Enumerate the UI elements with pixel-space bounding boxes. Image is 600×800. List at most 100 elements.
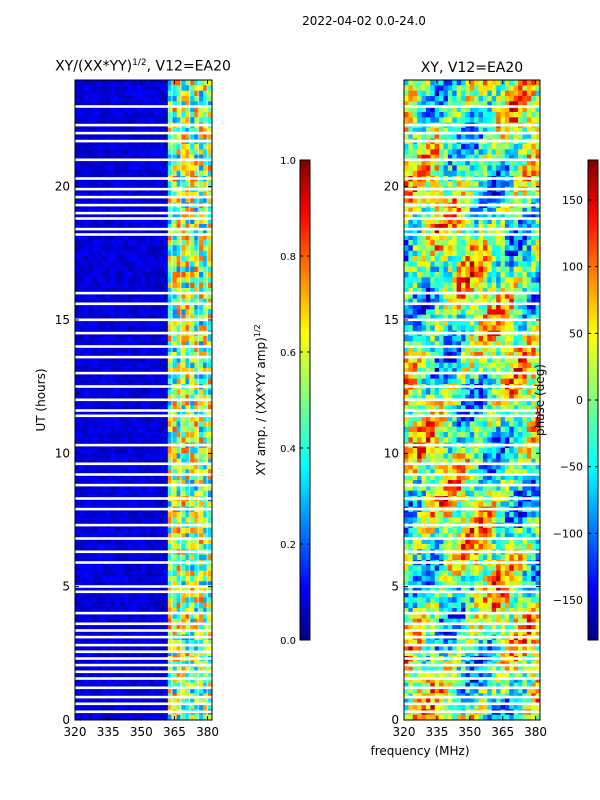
heatmap-cell (207, 485, 212, 492)
heatmap-cell (97, 197, 103, 204)
heatmap-cell (207, 229, 212, 236)
heatmap-cell (500, 261, 506, 268)
heatmap-cell (158, 405, 164, 412)
heatmap-cell (150, 170, 156, 177)
heatmap-cell (88, 80, 94, 86)
heatmap-cell (172, 106, 178, 113)
heatmap-cell (434, 277, 440, 284)
heatmap-cell (128, 373, 134, 380)
heatmap-cell (189, 565, 195, 572)
heatmap-cell (439, 160, 445, 166)
heatmap-cell (145, 245, 151, 252)
heatmap-cell (136, 309, 142, 316)
heatmap-cell (456, 128, 462, 134)
heatmap-cell (114, 650, 120, 657)
heatmap-cell (194, 469, 200, 476)
heatmap-cell (172, 704, 178, 710)
heatmap-cell (518, 144, 524, 150)
heatmap-cell (128, 154, 134, 161)
heatmap-cell (491, 218, 497, 225)
heatmap-cell (145, 421, 151, 428)
heatmap-cell (97, 666, 103, 673)
heatmap-cell (88, 544, 94, 550)
heatmap-cell (79, 650, 85, 657)
heatmap-cell (469, 149, 475, 156)
heatmap-cell (136, 96, 142, 102)
heatmap-cell (150, 234, 156, 241)
heatmap-cell (194, 304, 200, 310)
heatmap-cell (425, 234, 431, 241)
heatmap-cell (92, 309, 98, 316)
heatmap-cell (207, 309, 212, 316)
heatmap-cell (132, 213, 138, 220)
heatmap-cell (478, 165, 484, 172)
heatmap-cell (167, 640, 173, 646)
heatmap-cell (88, 160, 94, 166)
heatmap-cell (491, 101, 497, 108)
heatmap-cell (430, 218, 436, 225)
heatmap-cell (181, 197, 187, 204)
heatmap-cell (114, 346, 120, 353)
heatmap-cell (526, 224, 532, 230)
heatmap-cell (412, 192, 418, 198)
heatmap-cell (203, 629, 209, 636)
heatmap-cell (119, 277, 125, 284)
heatmap-cell (447, 160, 453, 166)
heatmap-cell (150, 293, 156, 300)
heatmap-cell (504, 192, 510, 198)
heatmap-cell (123, 170, 129, 177)
heatmap-cell (83, 234, 89, 241)
heatmap-cell (114, 368, 120, 374)
heatmap-cell (461, 192, 467, 198)
heatmap-cell (189, 517, 195, 524)
heatmap-cell (75, 453, 81, 460)
heatmap-cell (105, 394, 111, 401)
heatmap-cell (136, 133, 142, 140)
heatmap-cell (114, 426, 120, 433)
heatmap-cell (141, 170, 147, 177)
heatmap-cell (150, 645, 156, 652)
heatmap-cell (79, 234, 85, 241)
heatmap-cell (203, 293, 209, 300)
heatmap-cell (119, 464, 125, 470)
heatmap-cell (97, 341, 103, 348)
heatmap-cell (154, 341, 160, 348)
heatmap-cell (150, 602, 156, 609)
heatmap-cell (172, 528, 178, 534)
heatmap-cell (526, 165, 532, 172)
heatmap-cell (194, 608, 200, 614)
heatmap-cell (97, 256, 103, 262)
heatmap-cell (167, 581, 173, 588)
heatmap-cell (154, 480, 160, 486)
heatmap-cell (478, 144, 484, 150)
heatmap-cell (189, 464, 195, 470)
heatmap-cell (105, 416, 111, 422)
heatmap-cell (154, 501, 160, 508)
heatmap-cell (88, 688, 94, 694)
heatmap-cell (101, 96, 107, 102)
heatmap-cell (136, 160, 142, 166)
heatmap-cell (504, 256, 510, 262)
heatmap-cell (114, 96, 120, 102)
heatmap-cell (110, 576, 116, 582)
heatmap-cell (181, 581, 187, 588)
heatmap-cell (172, 298, 178, 305)
heatmap-cell (83, 528, 89, 534)
heatmap-cell (105, 698, 111, 705)
heatmap-cell (163, 485, 169, 492)
heatmap-cell (105, 410, 111, 417)
heatmap-cell (535, 256, 540, 262)
heatmap-cell (145, 96, 151, 102)
heatmap-cell (491, 144, 497, 150)
heatmap-cell (167, 170, 173, 177)
heatmap-cell (496, 245, 502, 252)
heatmap-cell (158, 224, 164, 230)
heatmap-cell (158, 576, 164, 582)
heatmap-cell (452, 133, 458, 140)
heatmap-cell (434, 128, 440, 134)
heatmap-cell (101, 389, 107, 396)
heatmap-cell (123, 416, 129, 422)
heatmap-cell (491, 272, 497, 278)
heatmap-cell (92, 277, 98, 284)
heatmap-cell (522, 218, 528, 225)
